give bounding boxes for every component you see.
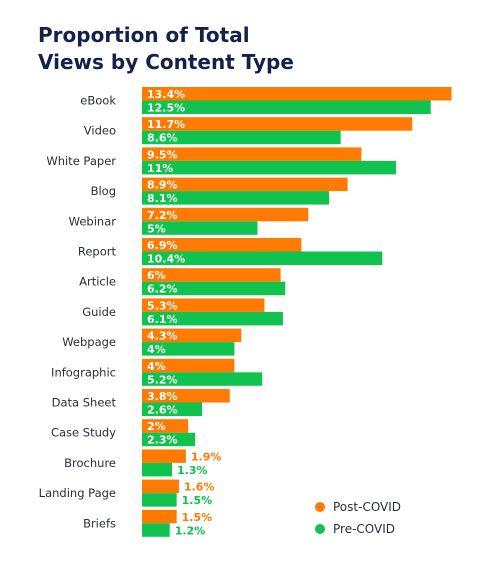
- bar-post-covid-blog: [142, 177, 348, 192]
- bar-pre-covid-brochure: [142, 462, 173, 477]
- chart-title-line-1: Proportion of Total: [38, 23, 250, 47]
- value-label-pre-covid-infographic: 5.2%: [147, 373, 178, 386]
- value-label-pre-covid-case-study: 2.3%: [147, 434, 178, 447]
- category-label-article: Article: [79, 275, 116, 289]
- category-label-briefs: Briefs: [83, 516, 116, 530]
- category-label-data-sheet: Data Sheet: [52, 396, 117, 410]
- value-label-pre-covid-video: 8.6%: [147, 132, 178, 145]
- bar-pre-covid-blog: [142, 191, 330, 205]
- value-label-post-covid-brochure: 1.9%: [191, 450, 222, 463]
- value-label-pre-covid-article: 6.2%: [147, 283, 178, 296]
- bar-post-covid-white-paper: [142, 147, 362, 161]
- category-label-brochure: Brochure: [64, 456, 116, 470]
- bars-group: eBook 13.4%12.5% Video 11.7%8.6% White Paper…: [39, 87, 452, 537]
- value-label-post-covid-webinar: 7.2%: [147, 209, 178, 222]
- value-label-post-covid-data-sheet: 3.8%: [147, 390, 178, 403]
- category-label-webpage: Webpage: [62, 335, 116, 349]
- bar-pre-covid-guide: [142, 311, 283, 326]
- value-label-post-covid-guide: 5.3%: [147, 299, 178, 312]
- value-label-pre-covid-ebook: 12.5%: [147, 102, 185, 115]
- bar-post-covid-report: [142, 238, 302, 252]
- bar-post-covid-infographic: [142, 358, 235, 373]
- legend-marker-post-covid: [315, 502, 325, 512]
- value-label-pre-covid-guide: 6.1%: [147, 313, 178, 326]
- value-label-pre-covid-report: 10.4%: [147, 253, 185, 266]
- value-label-pre-covid-webinar: 5%: [147, 222, 166, 235]
- value-label-post-covid-landing-page: 1.6%: [184, 481, 215, 494]
- bar-post-covid-briefs: [142, 509, 177, 524]
- legend: Post-COVID Pre-COVID: [315, 500, 401, 536]
- value-label-pre-covid-blog: 8.1%: [147, 192, 178, 205]
- legend-label-post-covid: Post-COVID: [333, 500, 401, 514]
- category-label-webinar: Webinar: [69, 214, 117, 228]
- bar-pre-covid-case-study: [142, 432, 196, 447]
- bar-post-covid-webinar: [142, 207, 309, 222]
- bar-pre-covid-webpage: [142, 342, 235, 356]
- category-label-ebook: eBook: [80, 94, 116, 108]
- bar-pre-covid-data-sheet: [142, 402, 203, 416]
- legend-label-pre-covid: Pre-COVID: [333, 522, 395, 536]
- bar-post-covid-brochure: [142, 449, 186, 463]
- bar-post-covid-case-study: [142, 419, 189, 433]
- value-label-post-covid-report: 6.9%: [147, 239, 178, 252]
- legend-marker-pre-covid: [315, 524, 325, 534]
- value-label-pre-covid-data-sheet: 2.6%: [147, 404, 178, 417]
- value-label-post-covid-article: 6%: [147, 269, 166, 282]
- bar-pre-covid-infographic: [142, 372, 263, 386]
- value-label-post-covid-infographic: 4%: [147, 360, 166, 373]
- value-label-pre-covid-webpage: 4%: [147, 343, 166, 356]
- category-label-guide: Guide: [82, 305, 116, 319]
- bar-pre-covid-report: [142, 251, 383, 265]
- value-label-post-covid-case-study: 2%: [147, 420, 166, 433]
- category-label-white-paper: White Paper: [46, 154, 116, 168]
- value-label-post-covid-briefs: 1.5%: [182, 511, 213, 524]
- value-label-pre-covid-briefs: 1.2%: [175, 524, 206, 537]
- bar-post-covid-landing-page: [142, 479, 179, 494]
- value-label-post-covid-white-paper: 9.5%: [147, 148, 178, 161]
- bar-post-covid-article: [142, 268, 281, 282]
- chart-title-line-2: Views by Content Type: [38, 50, 294, 74]
- value-label-post-covid-video: 11.7%: [147, 118, 185, 131]
- bar-post-covid-video: [142, 117, 413, 131]
- value-label-pre-covid-white-paper: 11%: [147, 162, 173, 175]
- bar-pre-covid-briefs: [142, 523, 170, 537]
- category-label-video: Video: [84, 124, 116, 138]
- bar-pre-covid-article: [142, 281, 286, 296]
- bar-pre-covid-white-paper: [142, 160, 397, 175]
- category-label-blog: Blog: [91, 184, 116, 198]
- bar-pre-covid-video: [142, 130, 341, 145]
- bar-post-covid-ebook: [142, 87, 452, 101]
- bar-pre-covid-landing-page: [142, 493, 177, 507]
- value-label-pre-covid-landing-page: 1.5%: [182, 494, 213, 507]
- value-label-post-covid-webpage: 4.3%: [147, 330, 178, 343]
- bar-post-covid-webpage: [142, 328, 242, 343]
- value-label-post-covid-ebook: 13.4%: [147, 88, 185, 101]
- bar-post-covid-data-sheet: [142, 389, 230, 403]
- bar-pre-covid-webinar: [142, 221, 258, 235]
- category-label-infographic: Infographic: [51, 365, 116, 379]
- value-label-pre-covid-brochure: 1.3%: [177, 464, 208, 477]
- bar-pre-covid-ebook: [142, 100, 431, 114]
- chart-title: Proportion of Total Views by Content Typ…: [38, 22, 294, 76]
- category-label-landing-page: Landing Page: [39, 486, 116, 500]
- value-label-post-covid-blog: 8.9%: [147, 179, 178, 192]
- category-label-report: Report: [78, 245, 117, 259]
- category-label-case-study: Case Study: [51, 426, 116, 440]
- bar-post-covid-guide: [142, 298, 265, 312]
